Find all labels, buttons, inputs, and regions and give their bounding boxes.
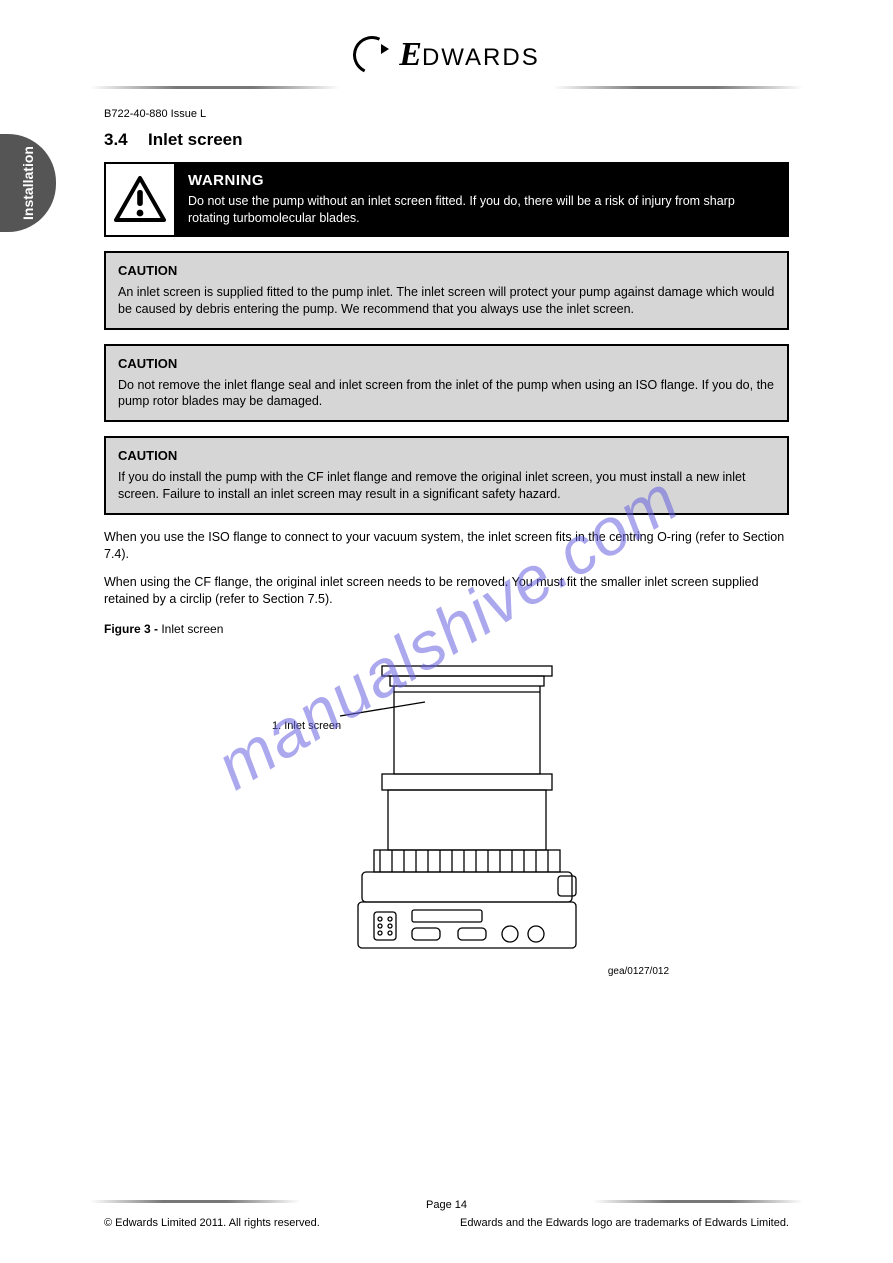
logo-text-rest: DWARDS — [422, 44, 540, 71]
warning-icon-frame — [106, 164, 176, 235]
caution-title: CAUTION — [118, 263, 775, 278]
warning-title: WARNING — [188, 172, 775, 189]
footer-trademark: Edwards and the Edwards logo are tradema… — [460, 1217, 789, 1229]
header-rule-left — [90, 86, 340, 89]
content: 3.4Inlet screen WARNING Do not use the p… — [104, 130, 789, 994]
caution-text: If you do install the pump with the CF i… — [118, 469, 775, 503]
header-rule-right — [553, 86, 803, 89]
figure-caption: Figure 3 - Inlet screen — [104, 622, 789, 636]
caution-box: CAUTION If you do install the pump with … — [104, 436, 789, 515]
warning-box: WARNING Do not use the pump without an i… — [104, 162, 789, 237]
warning-body: WARNING Do not use the pump without an i… — [176, 164, 787, 235]
figure-caption-rest: Inlet screen — [158, 622, 223, 636]
body-paragraph: When you use the ISO flange to connect t… — [104, 529, 789, 564]
pump-illustration — [262, 644, 632, 984]
logo-text-e: E — [399, 36, 422, 73]
figure: 1. Inlet screen — [104, 644, 789, 994]
page: EDWARDS B722-40-880 Issue L Installation… — [0, 0, 893, 1263]
figure-callout-1: 1. Inlet screen — [272, 720, 341, 732]
footer-copyright: © Edwards Limited 2011. All rights reser… — [104, 1217, 320, 1229]
caution-text: Do not remove the inlet flange seal and … — [118, 377, 775, 411]
warning-text: Do not use the pump without an inlet scr… — [188, 193, 775, 227]
caution-box: CAUTION An inlet screen is supplied fitt… — [104, 251, 789, 330]
figure-caption-bold: Figure 3 - — [104, 622, 158, 636]
side-tab: Installation — [0, 134, 56, 232]
brand-logo: EDWARDS — [0, 36, 893, 79]
figure-id-text: gea/0127/012 — [104, 966, 669, 977]
section-number: 3.4 — [104, 130, 148, 150]
body-paragraph: When using the CF flange, the original i… — [104, 574, 789, 609]
section-title: Inlet screen — [148, 130, 243, 149]
section-heading: 3.4Inlet screen — [104, 130, 789, 150]
document-code: B722-40-880 Issue L — [104, 108, 206, 120]
figure-callout-num: 1. — [272, 720, 281, 732]
warning-triangle-icon — [114, 176, 166, 222]
footer-page-number: Page 14 — [0, 1199, 893, 1211]
caution-title: CAUTION — [118, 356, 775, 371]
edwards-swirl-icon — [353, 36, 391, 74]
caution-text: An inlet screen is supplied fitted to th… — [118, 284, 775, 318]
caution-title: CAUTION — [118, 448, 775, 463]
side-tab-label: Installation — [20, 146, 36, 220]
caution-box: CAUTION Do not remove the inlet flange s… — [104, 344, 789, 423]
figure-callout-text: Inlet screen — [284, 720, 341, 732]
